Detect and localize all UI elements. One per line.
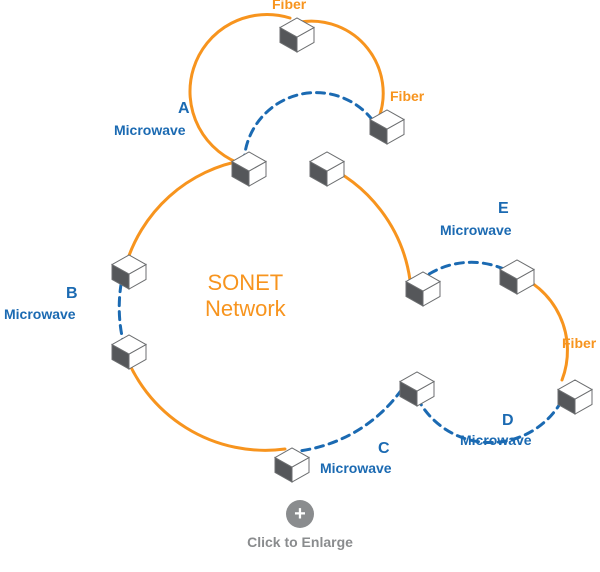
- node-main-left-l: [112, 335, 146, 369]
- node-top-top: [280, 18, 314, 52]
- node-main-left-u: [112, 255, 146, 289]
- segment-label-e: E: [498, 200, 509, 218]
- fiber-label: Fiber: [390, 88, 424, 104]
- node-main-right-u: [406, 272, 440, 306]
- node-main-top-l: [232, 152, 266, 186]
- segment-label-c: C: [378, 440, 390, 458]
- click-to-enlarge[interactable]: + Click to Enlarge: [0, 500, 600, 550]
- diagram-title: SONETNetwork: [205, 270, 286, 323]
- segment-label-a: A: [178, 100, 190, 118]
- title-line: SONET: [205, 270, 286, 296]
- node-top-right: [370, 110, 404, 144]
- microwave-label: Microwave: [4, 306, 76, 322]
- node-right-top: [500, 260, 534, 294]
- node-right-right: [558, 380, 592, 414]
- node-main-bottom: [275, 448, 309, 482]
- microwave-link-c: [288, 380, 408, 452]
- fiber-link: [190, 14, 290, 165]
- fiber-link: [123, 348, 285, 450]
- sonet-network-diagram: SONETNetwork FiberFiberFiberAMicrowaveBM…: [0, 0, 600, 500]
- plus-icon[interactable]: +: [286, 500, 314, 528]
- microwave-label: Microwave: [460, 432, 532, 448]
- microwave-label: Microwave: [320, 460, 392, 476]
- microwave-link-a: [244, 93, 378, 163]
- title-line: Network: [205, 296, 286, 322]
- segment-label-d: D: [502, 412, 514, 430]
- fiber-label: Fiber: [562, 335, 596, 351]
- microwave-label: Microwave: [440, 222, 512, 238]
- node-main-right-l: [400, 372, 434, 406]
- fiber-link: [125, 160, 245, 268]
- segment-label-b: B: [66, 285, 78, 303]
- plus-symbol: +: [294, 504, 306, 524]
- node-main-top-r: [310, 152, 344, 186]
- microwave-label: Microwave: [114, 122, 186, 138]
- click-to-enlarge-label: Click to Enlarge: [0, 534, 600, 550]
- fiber-label: Fiber: [272, 0, 306, 12]
